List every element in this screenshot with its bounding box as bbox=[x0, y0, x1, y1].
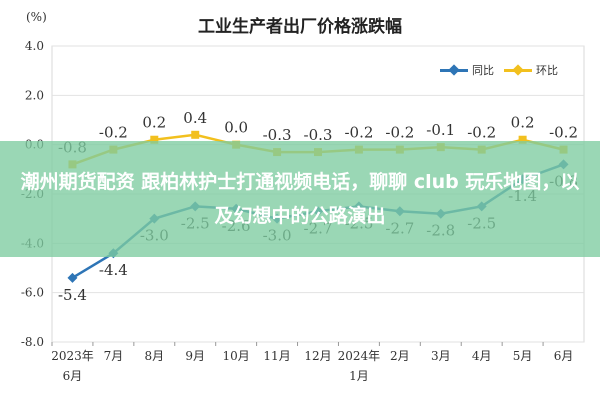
data-label-mom: -0.3 bbox=[304, 126, 333, 144]
x-tick-label: 8月 bbox=[144, 349, 164, 363]
data-point-mom bbox=[150, 135, 159, 144]
x-tick-label: 12月 bbox=[304, 349, 331, 363]
data-label-mom: 0.0 bbox=[224, 119, 248, 137]
x-tick-label: 5月 bbox=[513, 349, 533, 363]
chart-legend: 同比 环比 bbox=[440, 62, 568, 78]
data-label-mom: -0.2 bbox=[549, 124, 578, 142]
data-label-mom: 0.4 bbox=[183, 109, 207, 127]
x-tick-label: 11月 bbox=[263, 349, 290, 363]
x-tick-label: 6月 bbox=[554, 349, 574, 363]
data-label-yoy: -5.4 bbox=[58, 286, 87, 304]
data-point-yoy bbox=[67, 272, 78, 283]
legend-swatch-yoy bbox=[440, 68, 468, 72]
data-label-mom: -0.1 bbox=[426, 121, 455, 139]
x-tick-label: 4月 bbox=[472, 349, 492, 363]
legend-swatch-mom bbox=[504, 68, 532, 72]
data-label-mom: 0.2 bbox=[142, 114, 166, 132]
legend-item-yoy: 同比 bbox=[440, 62, 494, 78]
x-tick-label: 2024年 1月 bbox=[338, 349, 381, 383]
data-label-mom: 0.2 bbox=[511, 114, 535, 132]
x-tick-label: 3月 bbox=[431, 349, 451, 363]
x-tick-label: 9月 bbox=[185, 349, 205, 363]
legend-label-mom: 环比 bbox=[536, 64, 558, 77]
chart-title: 工业生产者出厂价格涨跌幅 bbox=[198, 17, 402, 37]
data-label-yoy: -4.4 bbox=[99, 261, 128, 279]
x-tick-label: 2月 bbox=[390, 349, 410, 363]
x-tick-label: 7月 bbox=[104, 349, 124, 363]
y-unit-label: (%) bbox=[26, 10, 47, 24]
data-point-mom bbox=[518, 135, 527, 144]
y-tick-label: -8.0 bbox=[21, 335, 44, 349]
promo-banner-text: 潮州期货配资 跟柏林护士打通视频电话，聊聊 club 玩乐地图，以及幻想中的公路… bbox=[20, 171, 580, 227]
data-label-mom: -0.2 bbox=[344, 124, 373, 142]
x-tick-label: 2023年 6月 bbox=[51, 349, 94, 383]
y-tick-label: 4.0 bbox=[25, 39, 44, 53]
data-label-mom: -0.2 bbox=[467, 124, 496, 142]
legend-label-yoy: 同比 bbox=[472, 64, 494, 77]
y-tick-label: 2.0 bbox=[25, 88, 44, 102]
data-label-mom: -0.2 bbox=[385, 124, 414, 142]
legend-item-mom: 环比 bbox=[504, 62, 558, 78]
promo-banner-overlay[interactable]: 潮州期货配资 跟柏林护士打通视频电话，聊聊 club 玩乐地图，以及幻想中的公路… bbox=[0, 141, 600, 257]
data-point-mom bbox=[191, 130, 200, 139]
data-label-mom: -0.3 bbox=[263, 126, 292, 144]
x-tick-label: 10月 bbox=[223, 349, 250, 363]
y-tick-label: -6.0 bbox=[21, 286, 44, 300]
data-label-mom: -0.2 bbox=[99, 124, 128, 142]
